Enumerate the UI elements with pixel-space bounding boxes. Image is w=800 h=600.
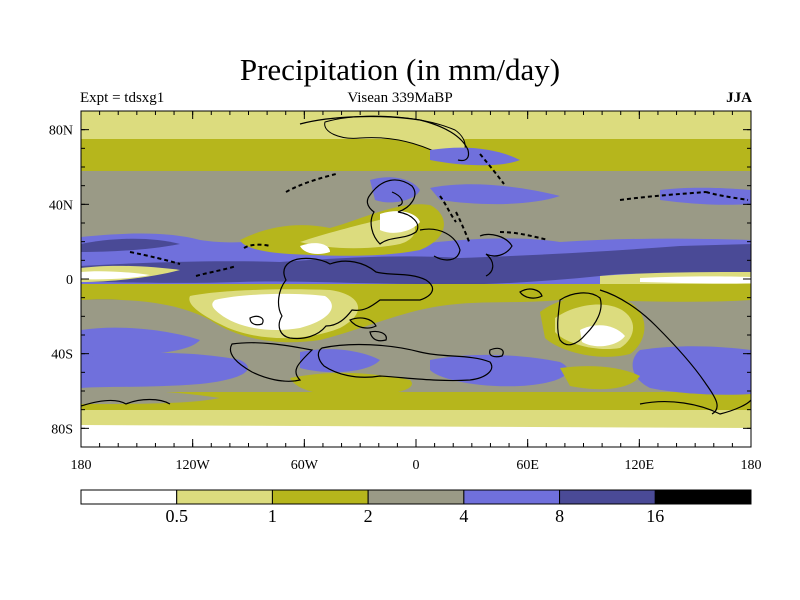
lon-tick-label: 120E xyxy=(625,458,655,473)
map-title: Precipitation (in mm/day) xyxy=(239,52,561,87)
colorbar-label: 1 xyxy=(268,506,277,526)
colorbar-label: 8 xyxy=(555,506,564,526)
colorbar-label: 2 xyxy=(364,506,373,526)
colorbar-swatch xyxy=(367,489,465,505)
period-label: Visean 339MaBP xyxy=(347,90,453,106)
lon-tick-label: 180 xyxy=(71,458,92,473)
colorbar-label: 0.5 xyxy=(165,506,188,526)
colorbar-swatch xyxy=(80,489,178,505)
lon-tick-label: 60E xyxy=(516,458,539,473)
experiment-label: Expt = tdsxg1 xyxy=(80,90,165,106)
map-axes: 180 120W 60W 0 60E 120E 180 80N 40N 0 40S 80S xyxy=(49,110,762,473)
season-label: JJA xyxy=(726,90,752,106)
dashed-coastlines xyxy=(129,153,749,277)
colorbar-swatch xyxy=(559,489,656,505)
lat-tick-label: 40N xyxy=(49,198,73,213)
lat-tick-label: 80N xyxy=(49,124,73,139)
precipitation-field xyxy=(81,111,751,447)
coastlines xyxy=(81,115,751,415)
colorbar-swatch xyxy=(176,489,273,505)
lon-tick-label: 0 xyxy=(413,458,420,473)
colorbar-label: 16 xyxy=(646,506,664,526)
lat-tick-label: 80S xyxy=(51,422,73,437)
colorbar: 0.5 1 2 4 8 16 xyxy=(80,489,752,526)
colorbar-label: 4 xyxy=(459,506,468,526)
colorbar-swatch xyxy=(463,489,561,505)
lon-tick-label: 180 xyxy=(741,458,762,473)
colorbar-swatch xyxy=(654,489,752,505)
colorbar-swatch xyxy=(271,489,369,505)
lon-tick-label: 60W xyxy=(291,458,319,473)
lat-tick-label: 0 xyxy=(66,273,73,288)
lat-tick-label: 40S xyxy=(51,348,73,363)
lon-tick-label: 120W xyxy=(176,458,211,473)
